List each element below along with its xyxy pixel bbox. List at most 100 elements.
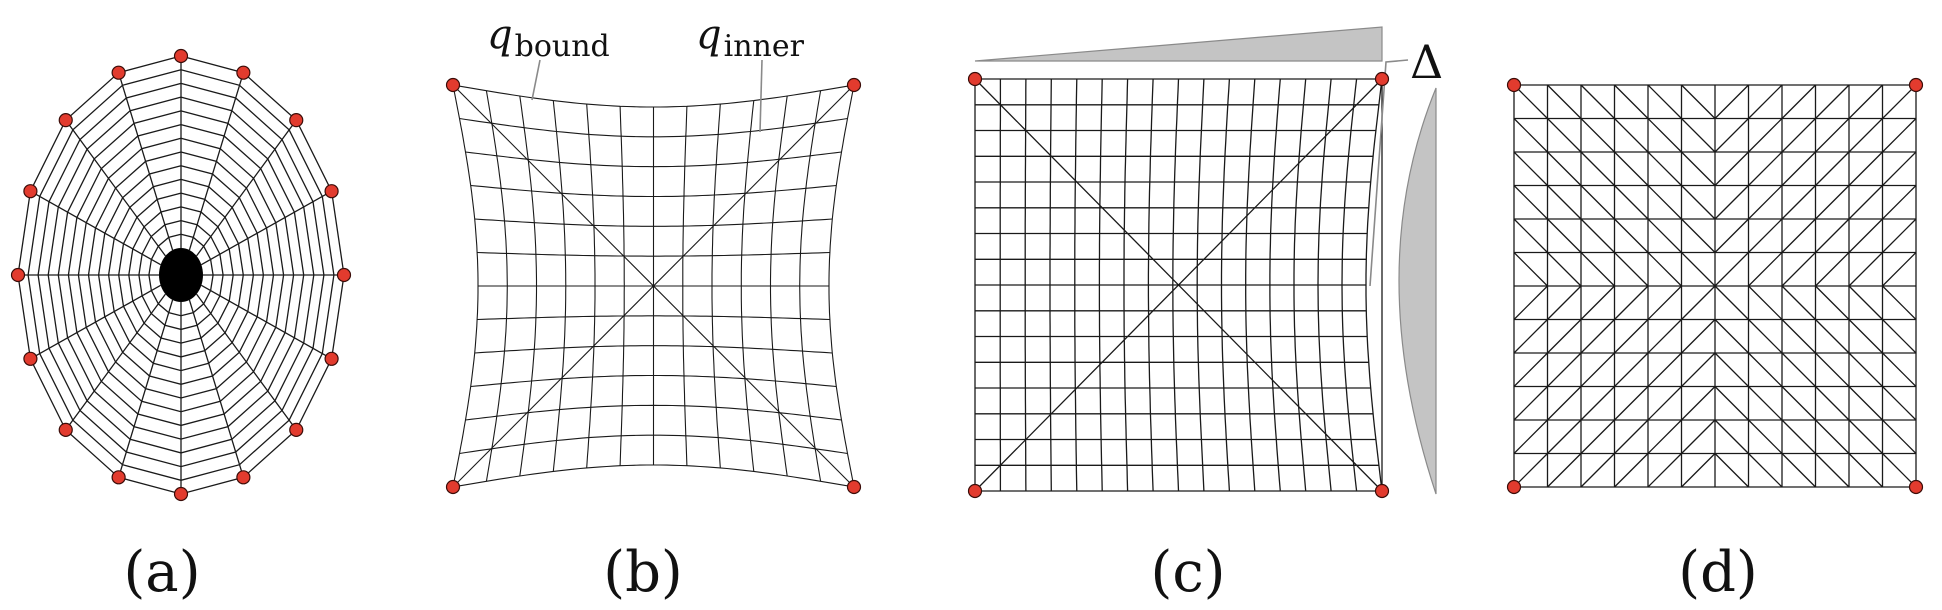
- mesh-diagonal: [1748, 419, 1783, 454]
- mesh-diagonal: [1614, 352, 1649, 387]
- inner-hole: [159, 248, 203, 302]
- mesh-diagonal: [1714, 419, 1749, 454]
- mesh-diagonal: [1647, 84, 1682, 119]
- mesh-column: [828, 84, 855, 488]
- mesh-diagonal: [1714, 218, 1749, 253]
- mesh-diagonal: [1647, 419, 1682, 454]
- mesh-diagonal: [1882, 419, 1917, 454]
- mesh-diagonal: [1781, 352, 1816, 387]
- mesh-column: [452, 84, 479, 488]
- mesh-diagonal: [1848, 151, 1883, 186]
- mesh-spoke: [65, 119, 166, 257]
- mesh-diagonal: [1882, 185, 1917, 220]
- panel-d-triangulated-mesh: [1513, 84, 1917, 488]
- mesh-diagonal: [1647, 151, 1682, 186]
- mesh-diagonal: [1547, 319, 1582, 354]
- mesh-column: [1196, 78, 1205, 492]
- mesh-diagonal: [1547, 352, 1582, 387]
- mesh-diagonal: [1748, 118, 1783, 153]
- mesh-diagonal: [1614, 386, 1649, 421]
- mesh-diagonal: [1815, 218, 1850, 253]
- mesh-spoke: [30, 190, 161, 266]
- mesh-diagonal: [1882, 151, 1917, 186]
- mesh-diagonal: [1547, 151, 1582, 186]
- mesh-diagonal: [1513, 386, 1548, 421]
- mesh-spoke: [201, 190, 332, 266]
- mesh-diagonal: [1681, 151, 1716, 186]
- mesh-column: [1220, 78, 1231, 492]
- mesh-diagonal: [1815, 118, 1850, 153]
- mesh-spoke: [65, 293, 166, 431]
- mesh-diagonal: [1882, 84, 1917, 119]
- mesh-diagonal: [1848, 84, 1883, 119]
- mesh-diagonal: [1882, 386, 1917, 421]
- mesh-column: [1074, 78, 1078, 492]
- mesh-diagonal: [1614, 419, 1649, 454]
- mesh-diagonal: [1815, 151, 1850, 186]
- mesh-diagonal: [1748, 319, 1783, 354]
- panel-label-d: (d): [1678, 540, 1758, 605]
- mesh-diagonal: [1882, 218, 1917, 253]
- mesh-diagonal: [1748, 352, 1783, 387]
- panel-b-curved-square-mesh: [452, 84, 855, 488]
- support-pin: [289, 422, 304, 437]
- top-load-profile: [974, 26, 1383, 62]
- mesh-diagonal: [1647, 453, 1682, 488]
- mesh-spoke: [201, 284, 332, 360]
- mesh-diagonal: [1781, 218, 1816, 253]
- panel-label-a: (a): [123, 540, 200, 605]
- support-pin: [1374, 483, 1390, 499]
- mesh-diagonal: [1882, 252, 1917, 287]
- mesh-diagonal: [1580, 453, 1615, 488]
- support-pin: [336, 267, 352, 283]
- mesh-diagonal: [1513, 352, 1548, 387]
- mesh-diagonal: [974, 78, 1383, 492]
- mesh-diagonal: [1513, 252, 1548, 287]
- support-pin: [1506, 479, 1522, 495]
- mesh-diagonal: [1848, 252, 1883, 287]
- mesh-diagonal: [1748, 453, 1783, 488]
- mesh-diagonal: [1547, 252, 1582, 287]
- mesh-spoke: [118, 299, 174, 478]
- annotation-delta: Δ: [1410, 35, 1443, 89]
- mesh-diagonal: [1781, 419, 1816, 454]
- support-pin: [289, 113, 304, 128]
- mesh-diagonal: [1513, 185, 1548, 220]
- mesh-diagonal: [1714, 453, 1749, 488]
- annotation-q-inner: qinner: [696, 12, 805, 64]
- mesh-diagonal: [1547, 419, 1582, 454]
- support-pin: [967, 483, 983, 499]
- leader-q-inner: [759, 59, 763, 133]
- panel-label-c: (c): [1150, 540, 1225, 605]
- mesh-row: [452, 464, 855, 488]
- mesh-diagonal: [1580, 285, 1615, 320]
- mesh-diagonal: [1848, 386, 1883, 421]
- mesh-diagonal: [1848, 319, 1883, 354]
- mesh-diagonal: [1681, 319, 1716, 354]
- mesh-diagonal: [1614, 285, 1649, 320]
- support-pin: [846, 77, 862, 93]
- support-pin: [324, 184, 339, 199]
- mesh-diagonal: [1513, 151, 1548, 186]
- mesh-diagonal: [1513, 84, 1548, 119]
- mesh-spoke: [196, 293, 297, 431]
- support-pin: [445, 479, 461, 495]
- mesh-diagonal: [1882, 319, 1917, 354]
- mesh-diagonal: [1681, 285, 1716, 320]
- mesh-column: [552, 100, 567, 472]
- mesh-diagonal: [1681, 84, 1716, 119]
- mesh-diagonal: [1781, 386, 1816, 421]
- mesh-diagonal: [1815, 419, 1850, 454]
- mesh-diagonal: [1781, 252, 1816, 287]
- mesh-diagonal: [1614, 252, 1649, 287]
- mesh-column: [682, 106, 688, 466]
- mesh-diagonal: [1848, 118, 1883, 153]
- mesh-diagonal: [1815, 252, 1850, 287]
- support-pin: [58, 113, 73, 128]
- support-pin: [445, 77, 461, 93]
- mesh-column: [1269, 78, 1281, 492]
- mesh-diagonal: [1614, 218, 1649, 253]
- mesh-diagonal: [1614, 84, 1649, 119]
- support-pin: [236, 470, 251, 485]
- mesh-diagonal: [1714, 84, 1749, 119]
